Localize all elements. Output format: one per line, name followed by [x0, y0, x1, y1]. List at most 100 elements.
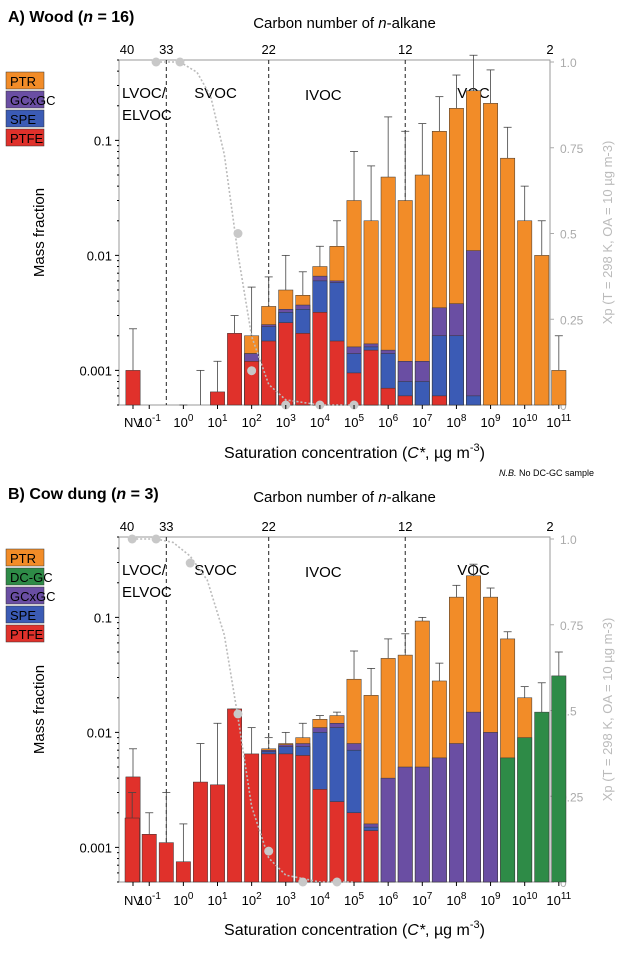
bar-ptfe — [227, 333, 242, 406]
xp-point — [127, 534, 137, 544]
legend-swatch-dcgc — [5, 567, 45, 586]
bar-ptfe — [329, 340, 345, 406]
y-tick-label: 0.001 — [79, 840, 112, 855]
legend-label: PTFE — [10, 131, 44, 146]
x-tick-label: 106 — [378, 413, 398, 430]
x-tick-label: 109 — [481, 891, 501, 908]
xp-point — [233, 709, 243, 719]
legend: PTR DC-GC GCxGC SPE PTFE — [5, 548, 56, 643]
top-tick-label: 40 — [120, 42, 134, 57]
y2-axis-label: Xp (T = 298 K, OA = 10 µg m-3) — [600, 618, 615, 802]
x-tick-label: 1010 — [512, 891, 538, 908]
bar-ptfe — [397, 395, 413, 406]
xp-point — [175, 57, 185, 67]
y2-tick-label: 0.5 — [560, 228, 577, 242]
bar-ptfe — [295, 755, 311, 883]
bar-dcgc — [517, 737, 533, 883]
x-tick-label: 107 — [412, 891, 432, 908]
x-tick-label: 103 — [276, 413, 296, 430]
region-label-lvoc: LVOC/ELVOC — [122, 562, 172, 601]
bar-ptfe — [380, 387, 396, 406]
xp-point — [332, 877, 342, 887]
bar-ptfe — [210, 391, 225, 406]
bar-gcxgc — [431, 757, 447, 883]
bar-ptr — [517, 220, 533, 406]
legend-label: GCxGC — [10, 93, 56, 108]
top-tick-label: 12 — [398, 42, 412, 57]
region-label-lvoc: LVOC/ELVOC — [122, 85, 172, 124]
panel-title: A) Wood (n = 16) — [8, 9, 134, 26]
y-tick-label: 0.1 — [94, 133, 112, 148]
xp-point — [151, 57, 161, 67]
bar-gcxgc — [466, 711, 481, 883]
legend-label: DC-GC — [10, 570, 53, 585]
bar-ptfe — [124, 817, 140, 883]
bar-ptr — [534, 255, 550, 406]
y2-tick-label: 0.75 — [560, 619, 584, 633]
y2-tick-label: 0 — [560, 876, 567, 890]
top-axis-label: Carbon number of n-alkane — [253, 15, 436, 32]
legend-label: SPE — [10, 608, 36, 623]
bar-gcxgc — [466, 250, 481, 406]
x-tick-label: 102 — [242, 891, 262, 908]
bar-ptr — [483, 103, 498, 406]
y-tick-label: 0.001 — [79, 363, 112, 378]
region-label-svoc: SVOC — [194, 562, 237, 579]
y2-tick-label: 1.0 — [560, 56, 577, 70]
bar-spe — [431, 335, 447, 406]
xp-point — [233, 229, 243, 238]
legend-swatch-gcxgc — [5, 586, 45, 605]
y2-tick-label: 0.25 — [560, 313, 584, 327]
top-tick-label: 33 — [159, 519, 173, 534]
bar-ptfe — [346, 812, 362, 883]
x-tick-label: NV — [124, 415, 142, 430]
note-text: N.B. No DC-GC sample — [499, 468, 594, 478]
top-tick-label: 22 — [261, 519, 275, 534]
bar-ptfe — [175, 861, 191, 883]
x-tick-label: 104 — [310, 413, 330, 430]
legend-swatch-spe — [5, 109, 45, 128]
top-tick-label: 22 — [261, 42, 275, 57]
top-tick-label: 2 — [546, 42, 553, 57]
legend-swatch-gcxgc — [5, 90, 45, 109]
x-tick-label: 101 — [207, 413, 227, 430]
x-axis-label: Saturation concentration (C*, µg m-3) — [224, 919, 485, 939]
region-label-ivoc: IVOC — [305, 564, 342, 581]
legend-label: PTFE — [10, 627, 44, 642]
bar-gcxgc — [397, 766, 413, 883]
bar-ptfe — [261, 340, 277, 406]
bar-ptfe — [295, 333, 311, 406]
x-tick-label: 1011 — [546, 891, 571, 908]
bar-ptfe — [158, 842, 174, 883]
legend-swatch-ptr — [5, 548, 45, 567]
y-axis-label: Mass fraction — [31, 188, 48, 277]
y2-axis-label: Xp (T = 298 K, OA = 10 µg m-3) — [600, 141, 615, 325]
bar-dcgc — [534, 711, 550, 883]
x-tick-label: 109 — [481, 413, 501, 430]
x-tick-label: 101 — [207, 891, 227, 908]
region-label-svoc: SVOC — [194, 85, 237, 102]
x-axis-label: Saturation concentration (C*, µg m-3) — [224, 442, 485, 462]
legend-swatch-ptr — [5, 71, 45, 90]
region-label-ivoc: IVOC — [305, 87, 342, 104]
panel-a: A) Wood (n = 16) Carbon number of n-alkan… — [5, 9, 615, 478]
legend: PTR GCxGC SPE PTFE — [5, 71, 56, 147]
x-tick-label: 103 — [276, 891, 296, 908]
y2-tick-label: 0 — [560, 399, 567, 413]
bar-spe — [414, 381, 430, 406]
xp-point — [298, 877, 308, 887]
x-tick-label: 108 — [446, 891, 466, 908]
bar-gcxgc — [449, 743, 464, 883]
top-tick-label: 33 — [159, 42, 173, 57]
bar-ptfe — [278, 753, 294, 883]
y-tick-label: 0.01 — [87, 725, 112, 740]
bar-dcgc — [551, 675, 567, 883]
bar-ptfe — [431, 395, 447, 406]
legend-swatch-ptfe — [5, 624, 45, 643]
top-tick-label: 40 — [120, 519, 134, 534]
top-axis-label: Carbon number of n-alkane — [253, 489, 436, 506]
x-tick-label: 100 — [173, 413, 193, 430]
y2-tick-label: 1.0 — [560, 533, 577, 547]
xp-point — [185, 558, 195, 568]
